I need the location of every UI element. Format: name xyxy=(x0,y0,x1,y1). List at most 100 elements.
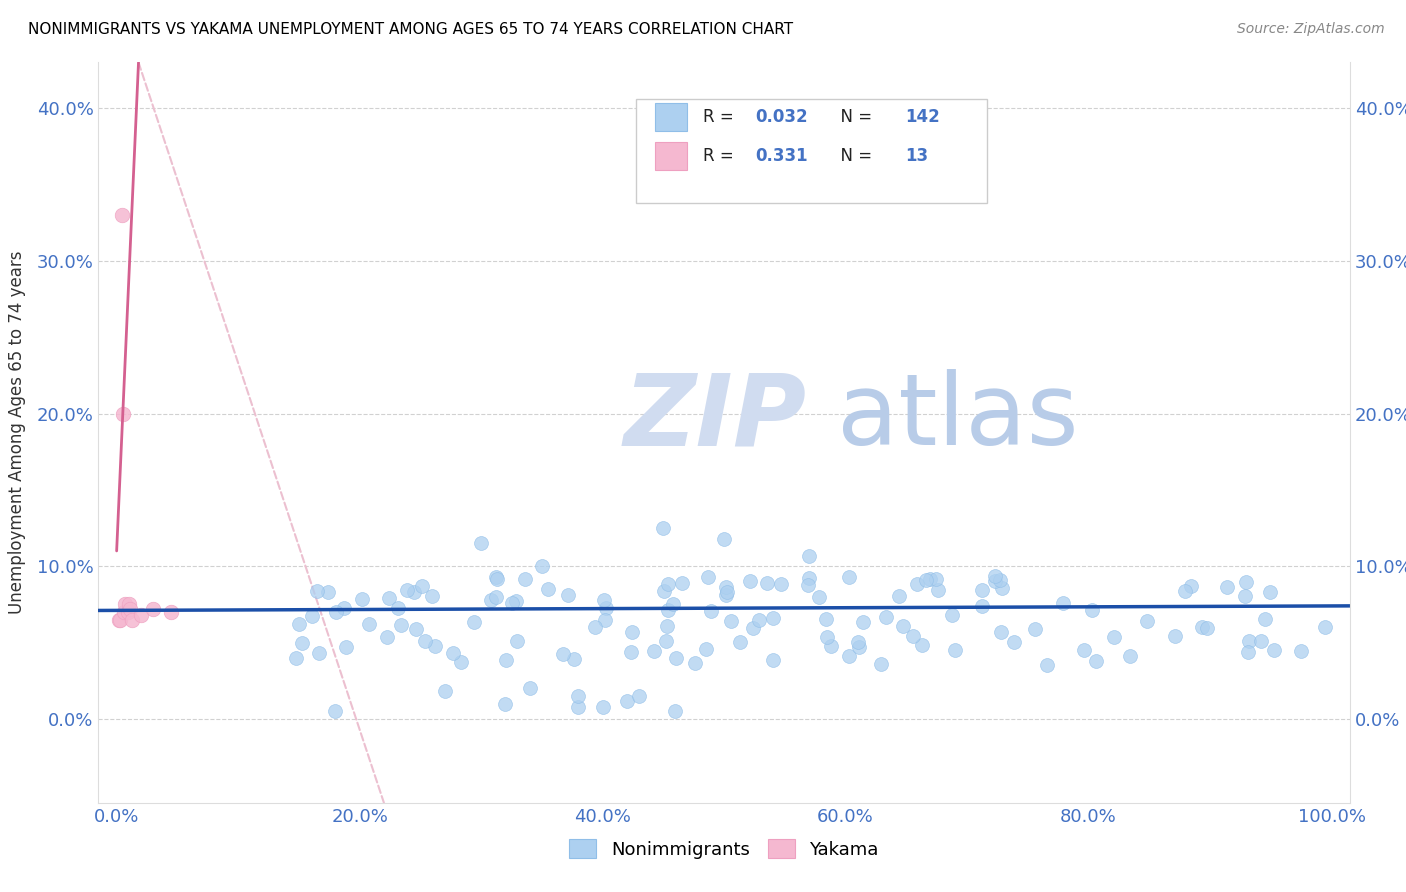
Point xyxy=(740,574,762,588)
Y-axis label: Unemployment Among Ages 65 to 74 years: Unemployment Among Ages 65 to 74 years xyxy=(7,251,25,615)
Point xyxy=(1174,583,1197,598)
Point xyxy=(387,601,409,615)
Text: 0.331: 0.331 xyxy=(755,146,808,165)
Text: N =: N = xyxy=(831,146,877,165)
Point xyxy=(335,640,357,655)
Point xyxy=(1236,645,1258,659)
Point xyxy=(501,596,523,610)
Point xyxy=(323,704,346,718)
Point xyxy=(357,617,380,632)
Point xyxy=(595,601,617,615)
Point xyxy=(628,689,651,703)
Point xyxy=(470,536,492,550)
Point xyxy=(643,644,665,658)
Point xyxy=(838,570,860,584)
Point xyxy=(307,583,329,598)
Point xyxy=(411,579,433,593)
Point xyxy=(450,655,472,669)
Point xyxy=(943,643,966,657)
Point xyxy=(1073,642,1095,657)
Point xyxy=(441,646,464,660)
Point xyxy=(991,582,1014,596)
Point xyxy=(350,591,373,606)
Point xyxy=(762,611,785,625)
Point xyxy=(654,584,676,599)
Point xyxy=(1002,635,1025,649)
Point xyxy=(1052,596,1074,610)
Point xyxy=(1315,620,1337,634)
Point xyxy=(593,613,616,627)
Point xyxy=(1254,612,1277,626)
Point xyxy=(114,598,136,612)
Point xyxy=(291,636,314,650)
Point xyxy=(433,684,456,698)
Point xyxy=(808,591,831,605)
Point xyxy=(1164,629,1187,643)
Point xyxy=(110,208,132,222)
Point xyxy=(506,634,529,648)
Point xyxy=(515,572,537,586)
Point xyxy=(762,653,785,667)
Point xyxy=(557,588,579,602)
Point xyxy=(814,612,837,626)
Point xyxy=(420,589,443,603)
Point xyxy=(664,704,686,718)
Point xyxy=(820,639,842,653)
Point xyxy=(592,699,614,714)
Point xyxy=(1191,620,1213,634)
Point xyxy=(117,605,139,619)
Point xyxy=(583,620,606,634)
Point xyxy=(616,693,638,707)
Point xyxy=(332,600,354,615)
Point xyxy=(657,603,679,617)
Point xyxy=(463,615,485,629)
Point xyxy=(1289,644,1312,658)
Point xyxy=(160,605,183,619)
Point xyxy=(848,640,870,654)
Point xyxy=(486,572,509,586)
Point xyxy=(972,583,994,598)
Point xyxy=(700,604,723,618)
Point xyxy=(593,593,616,607)
Point xyxy=(402,584,425,599)
Point xyxy=(652,521,675,535)
Point xyxy=(655,634,678,648)
Point xyxy=(1102,630,1125,644)
Point xyxy=(564,652,586,666)
Point xyxy=(1119,649,1142,664)
Point xyxy=(485,569,508,583)
Point xyxy=(846,634,869,648)
Point xyxy=(714,580,737,594)
Point xyxy=(494,697,516,711)
Point xyxy=(121,613,143,627)
Point xyxy=(129,608,152,623)
Point xyxy=(1085,653,1108,667)
Point xyxy=(797,578,820,592)
Point xyxy=(671,575,693,590)
Point xyxy=(108,613,131,627)
Point xyxy=(984,568,1007,582)
Point xyxy=(288,616,311,631)
Text: atlas: atlas xyxy=(837,369,1078,467)
Point xyxy=(505,594,527,608)
Point xyxy=(551,648,574,662)
FancyBboxPatch shape xyxy=(655,142,686,169)
Point xyxy=(110,613,132,627)
Point xyxy=(316,585,339,599)
Point xyxy=(905,577,928,591)
Point xyxy=(1136,614,1159,628)
Point xyxy=(665,651,688,665)
Point xyxy=(1036,657,1059,672)
Point xyxy=(112,605,135,619)
Text: N =: N = xyxy=(831,108,877,127)
Point xyxy=(567,689,589,703)
Point xyxy=(1258,585,1281,599)
Text: 13: 13 xyxy=(905,146,928,165)
Point xyxy=(375,630,398,644)
Point xyxy=(889,589,911,603)
Point xyxy=(990,624,1012,639)
Point xyxy=(695,642,717,657)
Point xyxy=(537,582,560,596)
Point xyxy=(720,614,742,628)
Point xyxy=(495,653,517,667)
